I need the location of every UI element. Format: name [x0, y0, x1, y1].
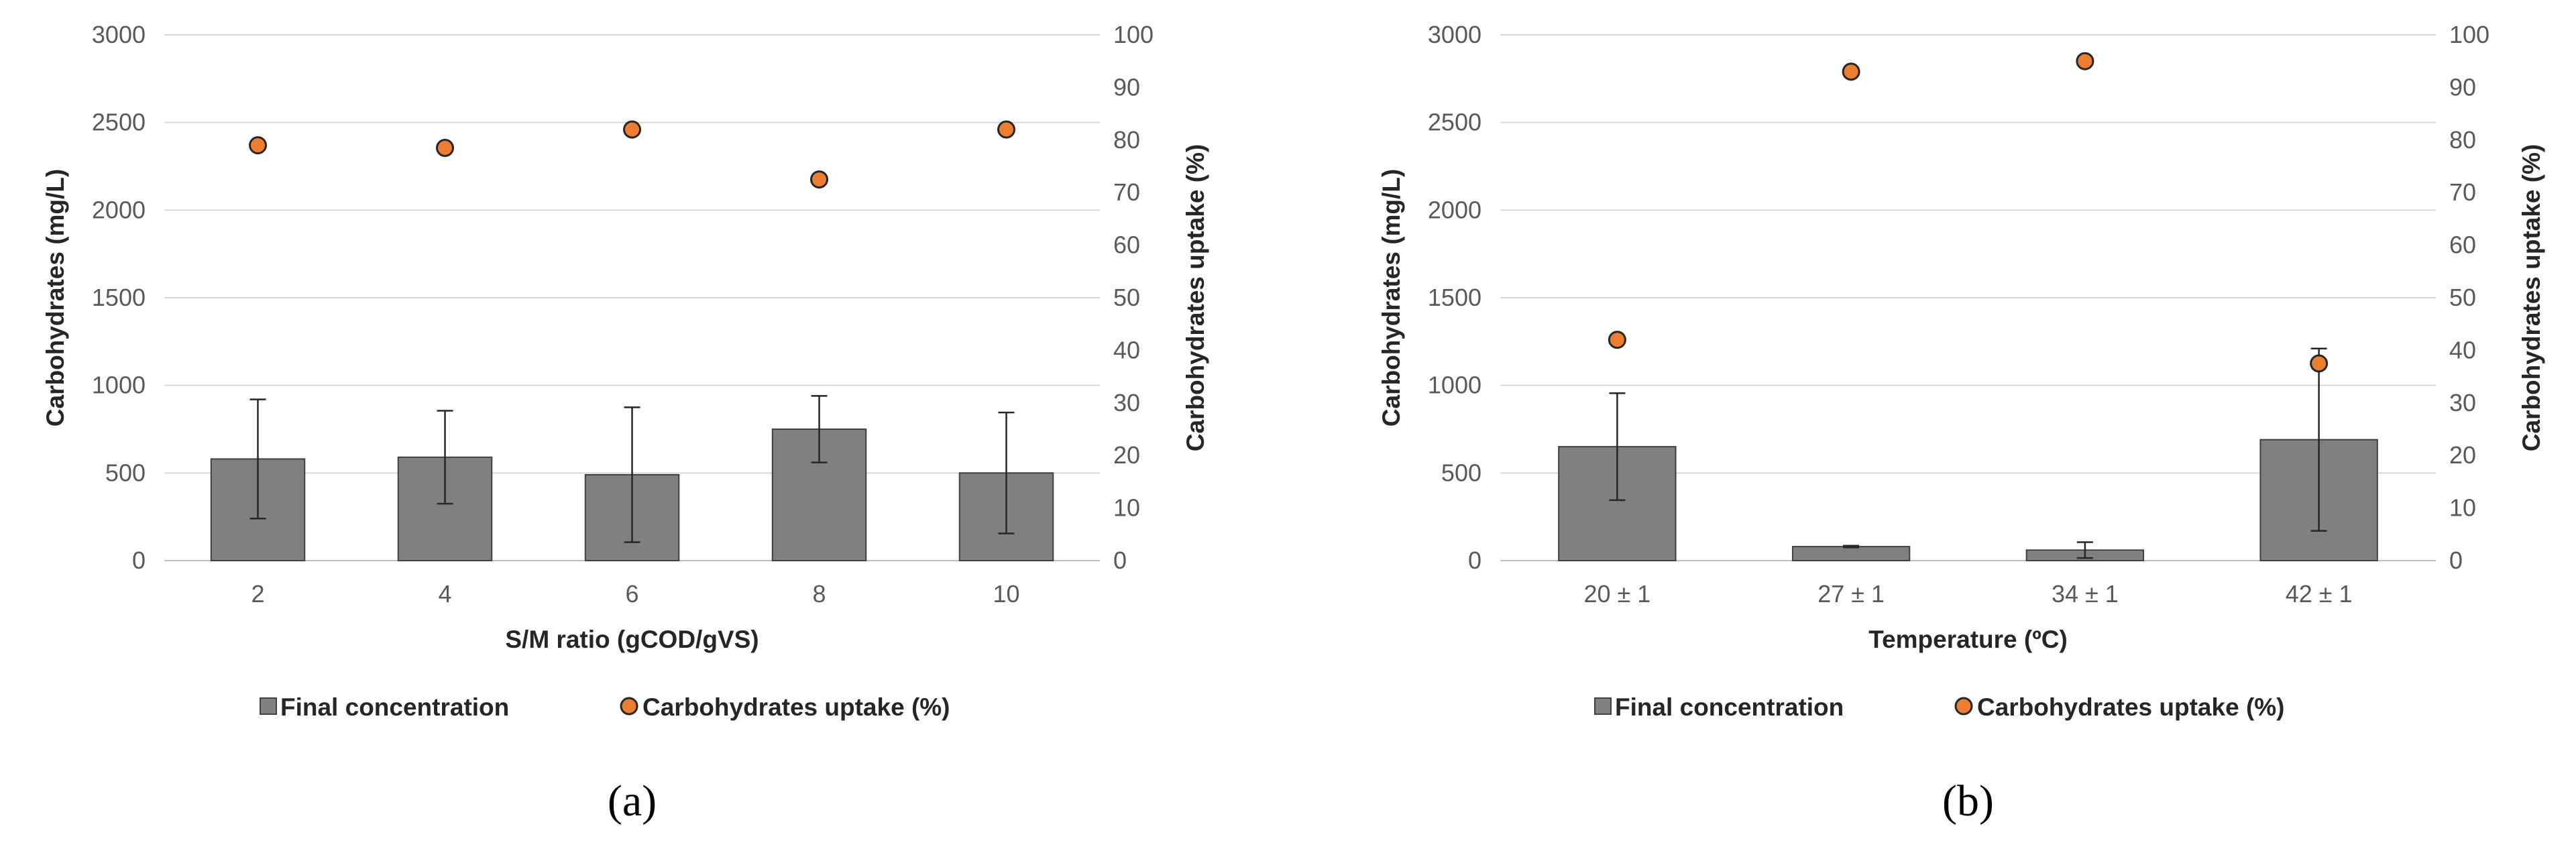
- x-axis-title: S/M ratio (gCOD/gVS): [505, 626, 759, 653]
- y-tick-label: 500: [105, 459, 146, 486]
- y2-tick-label: 0: [2449, 547, 2463, 574]
- y-axis-title: Carbohydrates (mg/L): [1378, 169, 1405, 426]
- x-tick-label: 27 ± 1: [1817, 580, 1885, 608]
- y2-tick-label: 30: [1113, 389, 1140, 416]
- panel-label: (b): [1942, 777, 1994, 825]
- y2-tick-label: 10: [2449, 494, 2476, 522]
- bar: [1791, 546, 1911, 561]
- y2-axis-title: Carbohydrates uptake (%): [1182, 144, 1209, 452]
- panel-label: (a): [608, 777, 657, 825]
- x-tick-label: 10: [993, 580, 1019, 608]
- y-tick-label: 500: [1441, 459, 1481, 486]
- y2-tick-label: 80: [2449, 126, 2476, 154]
- y-axis-title: Carbohydrates (mg/L): [42, 169, 69, 426]
- y2-tick-label: 80: [1113, 126, 1140, 154]
- legend-swatch-point: [1954, 697, 1973, 716]
- y-tick-label: 1000: [1428, 372, 1481, 399]
- y2-tick-label: 100: [1113, 21, 1154, 48]
- y2-tick-label: 30: [2449, 389, 2476, 416]
- legend: Final concentration Carbohydrates uptake …: [260, 693, 950, 721]
- uptake-point: [249, 136, 267, 155]
- legend-label-point: Carbohydrates uptake (%): [642, 693, 950, 721]
- x-tick-label: 34 ± 1: [2052, 580, 2119, 608]
- y-tick-label: 0: [132, 547, 146, 574]
- y2-tick-label: 40: [1113, 336, 1140, 363]
- y-tick-label: 1500: [92, 284, 146, 311]
- legend-label-point: Carbohydrates uptake (%): [1977, 693, 2285, 721]
- uptake-point: [810, 170, 828, 189]
- y-tick-label: 2500: [92, 109, 146, 136]
- legend: Final concentration Carbohydrates uptake …: [1594, 693, 2285, 721]
- y2-tick-label: 100: [2449, 21, 2489, 48]
- uptake-point: [1608, 331, 1626, 349]
- y-tick-label: 1500: [1428, 284, 1481, 311]
- x-tick-label: 6: [625, 580, 638, 608]
- x-tick-label: 8: [812, 580, 826, 608]
- y-tick-label: 2500: [1428, 109, 1481, 136]
- x-tick-label: 42 ± 1: [2286, 580, 2353, 608]
- legend-swatch-bar: [260, 697, 277, 715]
- y2-tick-label: 70: [2449, 178, 2476, 206]
- y-tick-label: 0: [1468, 547, 1481, 574]
- y-tick-label: 1000: [92, 372, 146, 399]
- y2-axis-title: Carbohydrates uptake (%): [2518, 144, 2545, 452]
- uptake-point: [2310, 354, 2329, 373]
- y2-tick-label: 40: [2449, 336, 2476, 363]
- y2-tick-label: 0: [1113, 547, 1127, 574]
- legend-label-bar: Final concentration: [280, 693, 509, 721]
- x-axis-title: Temperature (ºC): [1868, 626, 2068, 653]
- x-tick-label: 20 ± 1: [1583, 580, 1650, 608]
- legend-swatch-point: [620, 697, 638, 716]
- uptake-point: [997, 120, 1015, 139]
- y2-tick-label: 20: [2449, 441, 2476, 469]
- y2-tick-label: 20: [1113, 441, 1140, 469]
- legend-label-bar: Final concentration: [1615, 693, 1844, 721]
- y-tick-label: 3000: [92, 21, 146, 48]
- chart-panel-a: 0 500 1000 1500 2000 2500 3000 0 10 20 30 40 50 60 70 8…: [42, 21, 1209, 825]
- uptake-point: [1842, 62, 1860, 81]
- y2-tick-label: 70: [1113, 178, 1140, 206]
- y-tick-label: 2000: [92, 196, 146, 223]
- uptake-point: [623, 120, 641, 139]
- y2-tick-label: 60: [2449, 231, 2476, 259]
- chart-panel-b: 0 500 1000 1500 2000 2500 3000 0 10 20 30 40 50 60 70 8…: [1378, 21, 2545, 825]
- y2-tick-label: 60: [1113, 231, 1140, 259]
- uptake-point: [436, 139, 454, 158]
- y-tick-label: 2000: [1428, 196, 1481, 223]
- uptake-point: [2076, 52, 2094, 70]
- y2-tick-label: 90: [1113, 73, 1140, 101]
- y2-tick-label: 50: [2449, 284, 2476, 311]
- x-tick-label: 4: [438, 580, 451, 608]
- y-tick-label: 3000: [1428, 21, 1481, 48]
- legend-swatch-bar: [1594, 697, 1612, 715]
- y2-tick-label: 10: [1113, 494, 1140, 522]
- y2-tick-label: 50: [1113, 284, 1140, 311]
- y2-tick-label: 90: [2449, 73, 2476, 101]
- x-tick-label: 2: [251, 580, 264, 608]
